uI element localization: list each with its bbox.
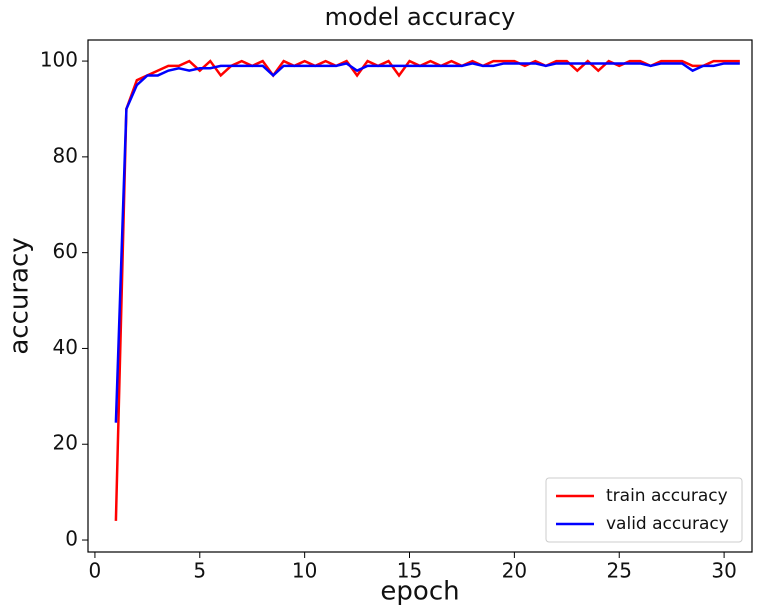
chart-title: model accuracy (325, 3, 516, 31)
y-tick-label: 40 (53, 335, 78, 359)
legend-label: train accuracy (606, 486, 728, 506)
y-tick-label: 0 (65, 527, 78, 551)
y-axis-label: accuracy (5, 237, 35, 354)
line-series (114, 62, 740, 423)
legend-label: valid accuracy (606, 514, 729, 534)
y-tick-label: 20 (53, 431, 78, 455)
y-tick-label: 80 (53, 143, 78, 167)
x-tick-label: 5 (193, 559, 206, 583)
x-tick-label: 15 (397, 559, 422, 583)
x-tick-label: 20 (502, 559, 527, 583)
x-tick-label: 30 (711, 559, 736, 583)
y-tick-label: 100 (40, 48, 78, 72)
x-tick-label: 0 (89, 559, 102, 583)
x-tick-label: 25 (607, 559, 632, 583)
plot-frame (87, 39, 753, 553)
legend-box (545, 477, 743, 543)
x-axis-label: epoch (380, 577, 459, 607)
y-tick-label: 60 (53, 239, 78, 263)
line-series (114, 59, 740, 521)
x-tick-label: 10 (292, 559, 317, 583)
